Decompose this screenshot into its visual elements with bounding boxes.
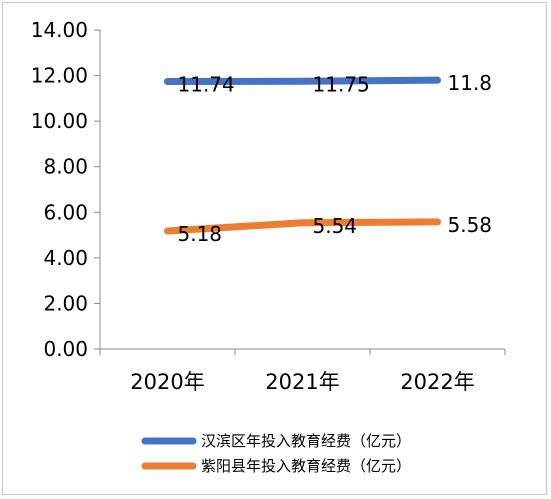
x-tick-label: 2022年 <box>400 370 474 394</box>
y-tick-label: 6.00 <box>43 200 88 224</box>
y-tick-label: 12.00 <box>31 64 88 88</box>
data-label: 5.54 <box>313 214 358 238</box>
y-tick-label: 10.00 <box>31 109 88 133</box>
y-tick-label: 4.00 <box>43 246 88 270</box>
series-line-1 <box>164 76 441 85</box>
y-tick-label: 2.00 <box>43 291 88 315</box>
legend-label: 紫阳县年投入教育经费（亿元） <box>201 457 411 475</box>
data-label: 11.8 <box>448 71 493 95</box>
y-tick-label: 14.00 <box>31 18 88 42</box>
x-tick-label: 2021年 <box>265 370 339 394</box>
data-label: 11.75 <box>313 72 370 96</box>
series-line-2 <box>164 218 441 235</box>
chart-data-labels: 11.74 11.75 11.8 5.18 5.54 5.58 <box>178 71 493 246</box>
legend-label: 汉滨区年投入教育经费（亿元） <box>201 432 411 450</box>
y-tick-label: 0.00 <box>43 337 88 361</box>
data-label: 5.18 <box>178 222 223 246</box>
chart-legend: 汉滨区年投入教育经费（亿元） 紫阳县年投入教育经费（亿元） <box>141 432 411 475</box>
chart-axes: 0.00 2.00 4.00 6.00 8.00 10.00 12.00 14.00 2020年… <box>31 18 506 394</box>
y-tick-label: 8.00 <box>43 155 88 179</box>
data-label: 11.74 <box>178 72 235 96</box>
data-label: 5.58 <box>448 213 493 237</box>
x-tick-label: 2020年 <box>130 370 204 394</box>
chart-series <box>164 76 441 235</box>
